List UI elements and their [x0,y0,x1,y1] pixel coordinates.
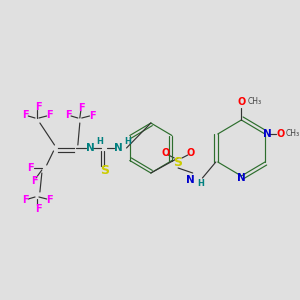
Text: O: O [187,148,195,158]
Text: H: H [197,178,204,188]
Text: N: N [262,129,271,139]
Text: F: F [27,163,34,173]
Text: O: O [276,129,285,139]
Text: F: F [36,204,42,214]
Text: S: S [174,157,183,169]
Text: F: F [89,111,96,121]
Text: N: N [237,173,246,183]
Text: F: F [78,103,85,113]
Text: F: F [36,102,42,112]
Text: F: F [22,195,28,205]
Text: CH₃: CH₃ [248,98,262,106]
Text: H: H [96,136,103,146]
Text: N: N [114,143,123,153]
Text: F: F [46,110,53,120]
Text: N: N [86,143,95,153]
Text: H: H [124,136,131,146]
Text: F: F [65,110,71,120]
Text: F: F [31,176,38,186]
Text: F: F [46,195,53,205]
Text: O: O [161,148,169,158]
Text: CH₃: CH₃ [286,130,300,139]
Text: O: O [237,97,245,107]
Text: S: S [100,164,109,178]
Text: N: N [186,175,195,185]
Text: F: F [22,110,28,120]
